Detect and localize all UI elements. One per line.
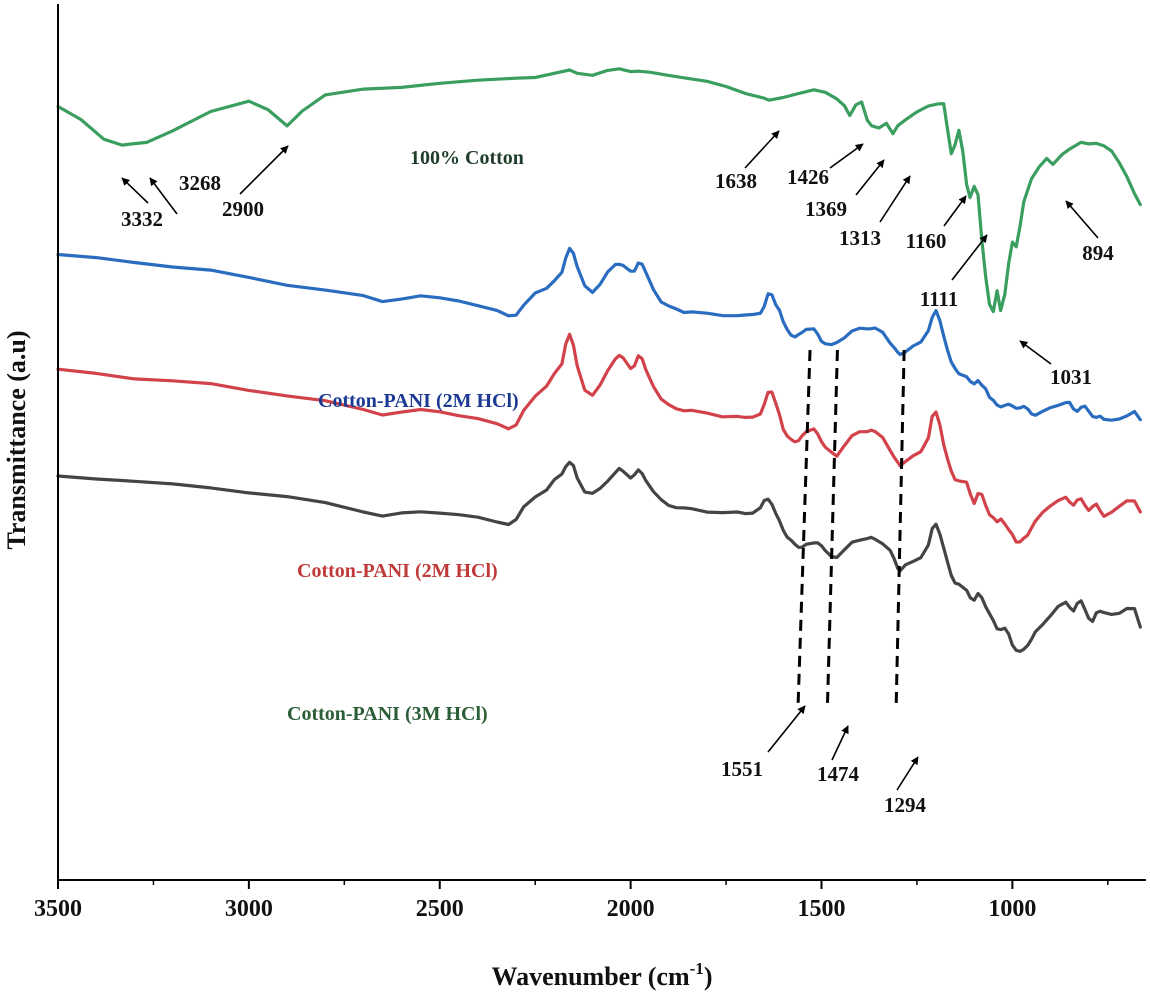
peak-label-1313: 1313 — [839, 226, 881, 250]
peak-label-1638: 1638 — [715, 169, 757, 193]
series-label-pani-blue: Cotton-PANI (2M HCl) — [318, 390, 519, 412]
x-tick-label-3000: 3000 — [225, 896, 273, 922]
peak-arrow-1474 — [831, 725, 849, 761]
peak-label-1160: 1160 — [906, 229, 947, 253]
x-tick-label-2500: 2500 — [416, 896, 464, 922]
peak-label-2900: 2900 — [222, 197, 264, 221]
peak-label-1111: 1111 — [920, 287, 959, 311]
trace-pani-2m-red — [56, 332, 1142, 544]
trace-cotton — [56, 67, 1142, 314]
peak-label-1551: 1551 — [721, 757, 763, 781]
dashed-marker-1551 — [796, 349, 812, 707]
dashed-marker-layer — [796, 349, 906, 707]
peak-arrow-1160 — [943, 195, 967, 227]
peak-label-1474: 1474 — [817, 762, 860, 786]
peak-arrow-1551 — [767, 705, 806, 753]
peak-arrow-1111 — [951, 234, 988, 281]
peak-label-3268: 3268 — [179, 171, 221, 195]
dashed-marker-1474 — [825, 349, 839, 707]
peak-arrow-1369 — [855, 159, 885, 196]
y-axis-title: Transmittance (a.u) — [2, 330, 31, 549]
traces-layer — [56, 67, 1142, 653]
series-label-pani-3m: Cotton-PANI (3M HCl) — [287, 703, 488, 725]
peak-label-894: 894 — [1082, 241, 1114, 265]
peak-arrow-1031 — [1019, 340, 1052, 365]
series-label-pani-red: Cotton-PANI (2M HCl) — [297, 560, 498, 582]
peak-arrow-1426 — [829, 143, 864, 169]
peak-label-1369: 1369 — [805, 197, 847, 221]
x-tick-label-1500: 1500 — [798, 896, 846, 922]
series-label-cotton: 100% Cotton — [410, 147, 524, 169]
x-axis-title: Wavenumber (cm-1) — [492, 959, 713, 991]
peak-arrow-1294 — [896, 756, 919, 791]
peak-arrow-3268 — [149, 177, 178, 215]
peak-label-3332: 3332 — [121, 207, 163, 231]
x-tick-label-3500: 3500 — [34, 896, 82, 922]
x-tick-label-2000: 2000 — [607, 896, 655, 922]
peak-arrow-1638 — [744, 130, 780, 169]
x-tick-label-1000: 1000 — [988, 896, 1036, 922]
trace-pani-2m-blue — [56, 246, 1142, 422]
dashed-marker-1294 — [894, 349, 906, 707]
peak-arrow-3332 — [121, 177, 149, 204]
x-ticks: 3500 3000 2500 2000 1500 1000 — [34, 880, 1109, 922]
trace-pani-3m — [56, 460, 1142, 653]
peak-arrow-1313 — [879, 175, 911, 223]
peak-label-1426: 1426 — [787, 165, 829, 189]
peak-label-1294: 1294 — [884, 793, 927, 817]
peak-arrow-2900 — [239, 145, 289, 195]
peak-arrow-894 — [1065, 200, 1099, 239]
peak-label-1031: 1031 — [1050, 365, 1092, 389]
